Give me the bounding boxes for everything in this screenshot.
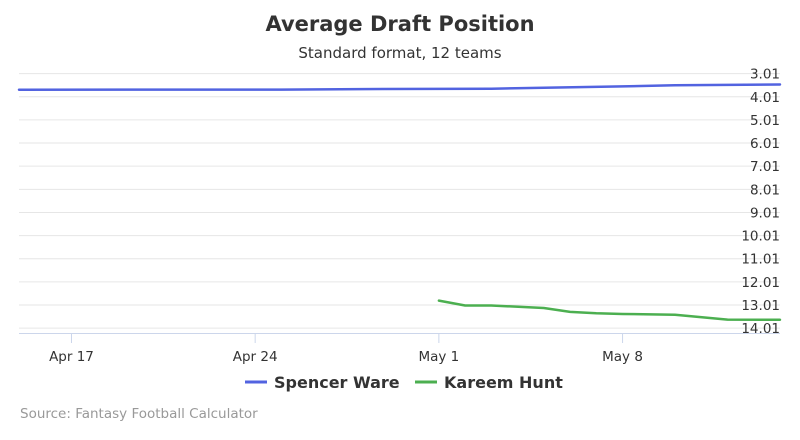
x-tick-label: May 8 (602, 349, 643, 365)
chart-title: Average Draft Position (265, 12, 534, 36)
series (17, 83, 782, 322)
y-tick-label: 8.01 (750, 182, 780, 198)
legend-label-spencer-ware: Spencer Ware (274, 373, 400, 392)
y-tick-label: 9.01 (750, 205, 780, 221)
x-tick-label: Apr 24 (233, 349, 278, 365)
chart-subtitle: Standard format, 12 teams (298, 44, 501, 62)
y-tick-label: 5.01 (750, 113, 780, 129)
y-tick-label: 13.01 (741, 298, 780, 314)
legend-item-kareem-hunt[interactable]: Kareem Hunt (415, 373, 563, 392)
x-tick-label: May 1 (418, 349, 459, 365)
y-tick-label: 12.01 (741, 275, 780, 291)
y-axis-labels: 3.01 4.01 5.01 6.01 7.01 8.01 9.01 10.01 11.01 12… (741, 67, 780, 338)
y-tick-label: 3.01 (750, 67, 780, 83)
legend: Spencer Ware Kareem Hunt (245, 373, 563, 392)
y-tick-label: 6.01 (750, 136, 780, 152)
series-line-kareem-hunt[interactable] (437, 299, 782, 322)
x-axis: Apr 17 Apr 24 May 1 May 8 (19, 333, 780, 365)
y-tick-label: 7.01 (750, 159, 780, 175)
grid (19, 73, 780, 329)
y-tick-label: 4.01 (750, 90, 780, 106)
series-line-spencer-ware[interactable] (17, 83, 782, 92)
y-tick-label: 10.01 (741, 229, 780, 245)
legend-label-kareem-hunt: Kareem Hunt (444, 373, 563, 392)
y-tick-label: 14.01 (741, 321, 780, 337)
y-tick-label: 11.01 (741, 252, 780, 268)
legend-item-spencer-ware[interactable]: Spencer Ware (245, 373, 400, 392)
x-tick-label: Apr 17 (49, 349, 94, 365)
source-credit[interactable]: Source: Fantasy Football Calculator (20, 406, 258, 422)
